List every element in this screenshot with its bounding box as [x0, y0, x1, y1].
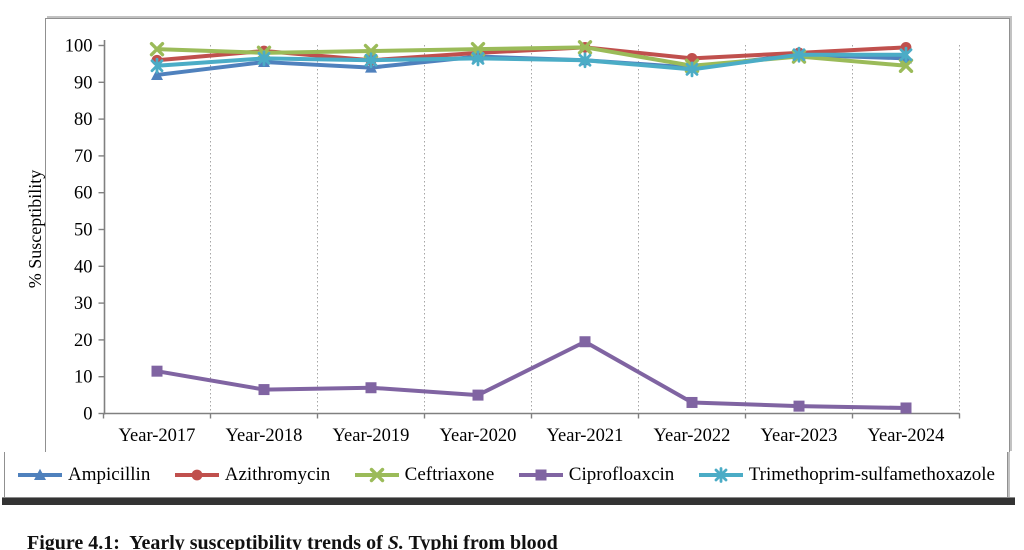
- series-ciprofloaxcin: [151, 336, 912, 414]
- x-axis-category-label: Year-2023: [761, 426, 838, 446]
- figure-caption: Figure 4.1: Yearly susceptibility trends…: [7, 509, 558, 550]
- y-axis-tick-label: 60: [74, 184, 93, 204]
- square-marker-icon: [365, 382, 377, 394]
- circle-marker-icon: [191, 469, 203, 480]
- x-marker-icon: [898, 58, 914, 73]
- asterisk-marker-icon: [471, 50, 485, 67]
- series-line: [155, 339, 908, 410]
- legend-swatch: [174, 469, 219, 480]
- square-marker-icon: [151, 365, 163, 377]
- legend-item-ampicillin: Ampicillin: [17, 465, 150, 484]
- square-marker-icon: [793, 400, 805, 412]
- asterisk-marker-icon: [578, 52, 592, 69]
- triangle-marker-icon: [151, 68, 163, 80]
- legend-item-ceftriaxone: Ceftriaxone: [354, 464, 495, 485]
- asterisk-marker-icon: [792, 46, 806, 63]
- asterisk-marker-icon: [899, 46, 913, 63]
- y-axis-title: % Susceptibility: [25, 170, 45, 289]
- y-axis-tick-label: 80: [74, 110, 93, 130]
- asterisk-marker-icon: [257, 50, 271, 67]
- square-marker-icon: [535, 469, 547, 480]
- x-axis-category-label: Year-2021: [547, 426, 624, 446]
- line-chart-plot: 0 10 20 30 40 50 60 70 80 90 100 Year-2017 Year-2018…: [25, 37, 961, 446]
- x-axis-category-label: Year-2018: [226, 426, 303, 446]
- x-marker-icon: [149, 41, 165, 57]
- y-axis-tick-label: 40: [74, 257, 93, 277]
- y-axis-tick-label: 90: [74, 73, 93, 93]
- x-axis-category-label: Year-2022: [654, 426, 731, 446]
- legend-item-ciprofloaxcin: Ciprofloaxcin: [518, 464, 675, 485]
- square-marker-icon: [579, 336, 591, 348]
- legend-label: Trimethoprim-sulfamethoxazole: [748, 464, 995, 485]
- legend-swatch: [698, 466, 743, 483]
- legend-swatch: [354, 467, 399, 482]
- x-axis-category-label: Year-2017: [119, 426, 196, 446]
- y-axis-tick-label: 20: [74, 331, 93, 351]
- legend-label: Ampicillin: [68, 464, 151, 485]
- asterisk-marker-icon: [364, 52, 378, 69]
- asterisk-marker-icon: [685, 61, 699, 78]
- legend-item-azithromycin: Azithromycin: [174, 464, 331, 485]
- caption-suffix: Typhi from blood: [403, 532, 558, 550]
- legend-item-trimethoprim-sulfamethoxazole: Trimethoprim-sulfamethoxazole: [698, 465, 995, 484]
- square-marker-icon: [472, 389, 484, 401]
- legend-label: Ceftriaxone: [404, 464, 495, 485]
- legend-swatch: [18, 468, 62, 480]
- x-marker-icon: [577, 40, 593, 55]
- asterisk-marker-icon: [714, 466, 728, 483]
- legend-swatch: [518, 469, 563, 480]
- triangle-marker-icon: [34, 468, 46, 480]
- chart-legend: Ampicillin Azithromycin Ceftriaxone Ciprofl…: [4, 452, 1008, 497]
- caption-text: Yearly susceptibility trends of: [124, 532, 388, 550]
- y-axis-tick-label: 100: [65, 37, 93, 57]
- x-axis-category-label: Year-2019: [333, 426, 410, 446]
- x-axis-category-label: Year-2020: [440, 426, 517, 446]
- y-axis-tick-label: 0: [83, 405, 92, 425]
- series-line: [155, 52, 908, 72]
- y-axis-tick-label: 50: [74, 221, 93, 241]
- y-axis-tick-label: 10: [74, 368, 93, 388]
- chart-bottom-border: [2, 497, 1015, 505]
- x-axis-category-label: Year-2024: [868, 426, 945, 446]
- asterisk-marker-icon: [150, 57, 164, 74]
- caption-figure-number: Figure 4.1:: [27, 532, 125, 550]
- square-marker-icon: [900, 402, 912, 414]
- y-axis-tick-label: 30: [74, 294, 93, 314]
- y-axis-tick-label: 70: [74, 147, 93, 167]
- x-marker-icon: [369, 467, 384, 482]
- square-marker-icon: [686, 396, 698, 408]
- legend-label: Ciprofloaxcin: [568, 464, 675, 485]
- square-marker-icon: [258, 384, 270, 396]
- legend-label: Azithromycin: [224, 464, 331, 485]
- series-trimethoprim-sulfamethoxazole: [150, 46, 913, 78]
- caption-species-italic: S.: [387, 532, 404, 550]
